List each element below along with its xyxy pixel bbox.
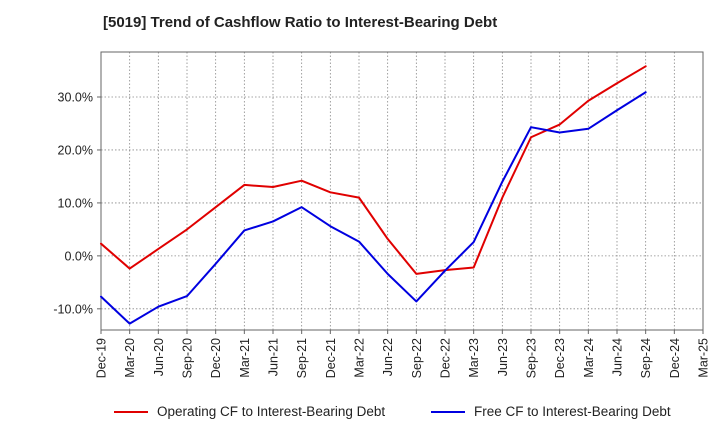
y-tick-label: -10.0% <box>53 302 93 316</box>
x-tick-label: Jun-21 <box>267 338 281 376</box>
series-line-free-cf <box>100 91 647 325</box>
data-point <box>215 206 217 208</box>
data-point <box>616 82 618 84</box>
chart-title: [5019] Trend of Cashflow Ratio to Intere… <box>103 14 498 31</box>
data-point <box>129 323 131 325</box>
data-point <box>415 273 417 275</box>
data-point <box>559 131 561 133</box>
x-tick-label: Dec-24 <box>668 338 682 378</box>
data-point <box>186 228 188 230</box>
x-tick-label: Mar-20 <box>123 338 137 378</box>
y-tick-label: 30.0% <box>58 91 93 105</box>
legend-swatch-free-cf <box>431 410 465 413</box>
data-point <box>387 238 389 240</box>
data-point <box>301 180 303 182</box>
x-tick-label: Dec-22 <box>439 338 453 378</box>
data-point <box>501 181 503 183</box>
x-tick-label: Dec-23 <box>553 338 567 378</box>
plot-border <box>100 51 704 331</box>
data-point <box>501 197 503 199</box>
data-point <box>387 273 389 275</box>
x-tick-label: Sep-24 <box>639 338 653 378</box>
data-point <box>272 220 274 222</box>
x-tick-label: Dec-19 <box>95 338 109 378</box>
data-point <box>358 241 360 243</box>
data-point <box>329 191 331 193</box>
y-axis: -10.0% 0.0% 10.0% 20.0% 30.0% <box>53 91 101 316</box>
x-tick-label: Jun-20 <box>152 338 166 376</box>
legend-swatch-operating-cf <box>114 410 148 413</box>
data-point <box>157 248 159 250</box>
x-tick-label: Sep-21 <box>295 338 309 378</box>
data-point <box>243 229 245 231</box>
x-tick-label: Mar-22 <box>353 338 367 378</box>
x-tick-label: Dec-20 <box>209 338 223 378</box>
data-point <box>415 300 417 302</box>
legend-item-free-cf: Free CF to Interest-Bearing Debt <box>431 404 671 419</box>
x-tick-label: Mar-23 <box>467 338 481 378</box>
legend-label-free-cf: Free CF to Interest-Bearing Debt <box>474 404 671 419</box>
plot-frame <box>100 51 704 331</box>
data-point <box>444 270 446 272</box>
grid-lines <box>100 52 704 330</box>
x-tick-label: Jun-22 <box>381 338 395 376</box>
x-tick-label: Sep-20 <box>181 338 195 378</box>
data-point <box>329 225 331 227</box>
x-tick-label: Dec-21 <box>324 338 338 378</box>
x-tick-label: Sep-22 <box>410 338 424 378</box>
x-tick-label: Jun-23 <box>496 338 510 376</box>
data-point <box>186 295 188 297</box>
x-tick-label: Mar-21 <box>238 338 252 378</box>
data-point <box>559 124 561 126</box>
data-point <box>243 184 245 186</box>
data-point <box>100 296 102 298</box>
x-tick-label: Mar-25 <box>697 338 711 378</box>
data-point <box>272 186 274 188</box>
x-tick-label: Jun-24 <box>611 338 625 376</box>
data-point <box>587 100 589 102</box>
data-point <box>616 109 618 111</box>
data-point <box>645 65 647 67</box>
data-point <box>530 126 532 128</box>
y-tick-label: 10.0% <box>58 196 93 210</box>
data-point <box>587 128 589 130</box>
data-point <box>645 91 647 93</box>
legend-item-operating-cf: Operating CF to Interest-Bearing Debt <box>114 404 385 419</box>
data-point <box>530 136 532 138</box>
legend-label-operating-cf: Operating CF to Interest-Bearing Debt <box>157 404 386 419</box>
series-layer <box>100 65 647 325</box>
data-point <box>215 263 217 265</box>
data-point <box>473 267 475 269</box>
data-point <box>129 268 131 270</box>
data-point <box>100 243 102 245</box>
legend: Operating CF to Interest-Bearing Debt Fr… <box>0 404 720 426</box>
x-axis: Dec-19 Mar-20 Jun-20 Sep-20 Dec-20 Mar-21 Jun-… <box>95 330 711 378</box>
data-point <box>157 306 159 308</box>
data-point <box>358 197 360 199</box>
series-line-operating-cf <box>100 65 647 275</box>
x-tick-label: Sep-23 <box>525 338 539 378</box>
x-tick-label: Mar-24 <box>582 338 596 378</box>
y-tick-label: 0.0% <box>65 249 94 263</box>
y-tick-label: 20.0% <box>58 143 93 157</box>
data-point <box>301 206 303 208</box>
data-point <box>473 241 475 243</box>
